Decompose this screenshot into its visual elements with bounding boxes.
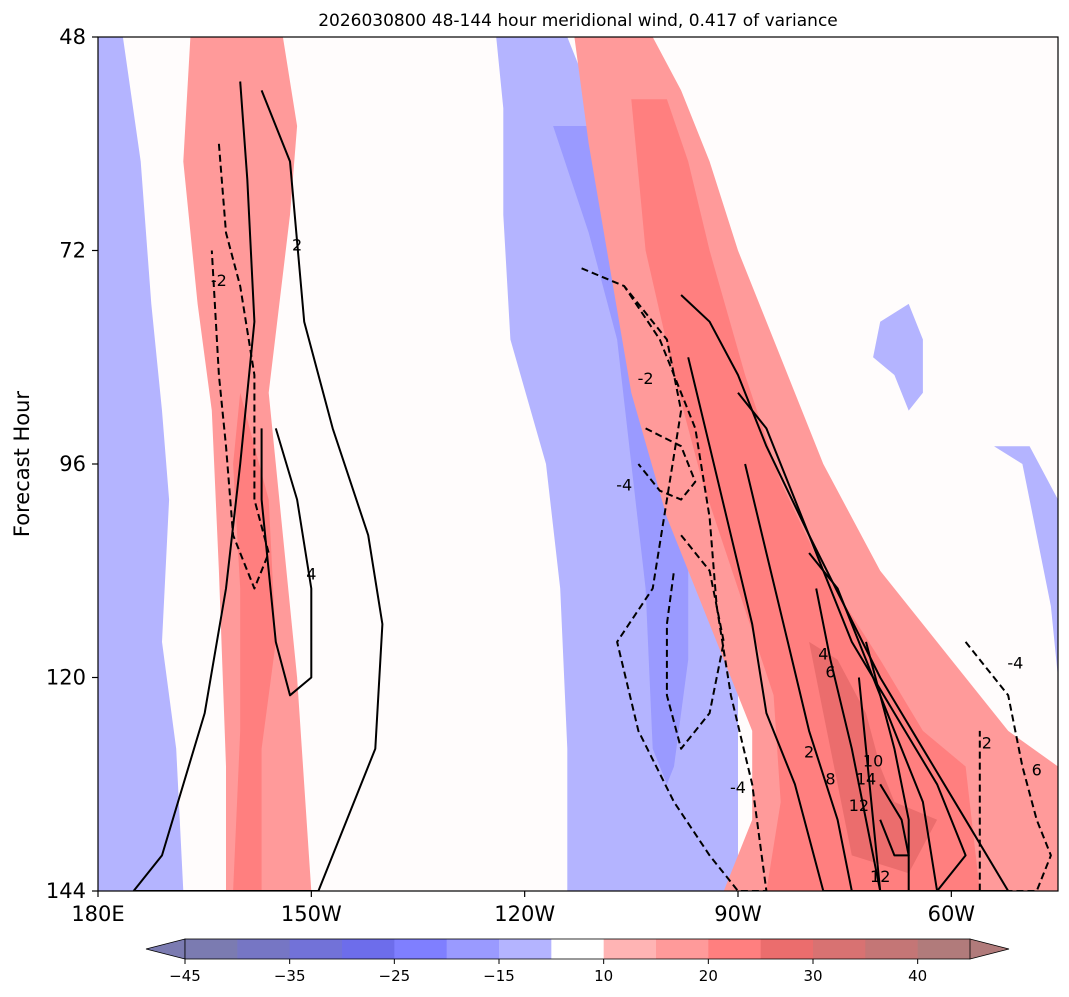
colorbar-swatch [342, 939, 395, 959]
contour-label-10: 14 [856, 769, 876, 788]
colorbar-swatch [760, 939, 814, 959]
y-tick-label: 144 [46, 879, 86, 903]
contour-line-2 [260, 428, 313, 697]
contour-label-13: 12 [870, 867, 890, 886]
y-tick-label: 96 [59, 452, 86, 476]
contour-label-7: 4 [818, 645, 828, 664]
colorbar-swatch [813, 939, 866, 959]
contour-line-4 [637, 427, 697, 501]
contour-line-3 [581, 267, 768, 891]
colorbar-swatch [289, 939, 343, 959]
colorbar-tick-label: −15 [483, 967, 515, 985]
colorbar-swatch [185, 939, 238, 959]
colorbar-swatch [394, 939, 448, 959]
y-tick-label: 72 [59, 239, 86, 263]
contour-label-16: 6 [1032, 760, 1042, 779]
contour-line-1 [132, 81, 384, 891]
colorbar-tick-label: 40 [908, 967, 927, 985]
contour-label-12: 10 [863, 751, 883, 770]
colorbar-swatch [446, 939, 500, 959]
colorbar-swatch [551, 939, 605, 959]
colorbar-tick-label: −35 [274, 967, 306, 985]
contour-label-2: 4 [306, 565, 316, 584]
contour-label-14: 2 [982, 734, 992, 753]
contour-line-10 [879, 783, 910, 857]
contour-lines [132, 81, 1052, 891]
contour-label-0: 2 [292, 236, 302, 255]
contour-label-4: -4 [616, 476, 632, 495]
contour-label-9: 8 [825, 769, 835, 788]
filled-bands [98, 37, 1058, 891]
contour-label-15: -4 [1007, 654, 1023, 673]
colorbar-tick-label: 10 [594, 967, 613, 985]
colorbar-swatch [603, 939, 657, 959]
colorbar-swatch [865, 939, 919, 959]
contour-line-7 [737, 392, 967, 891]
contour-label-3: -2 [638, 369, 654, 388]
contour-label-6: 2 [804, 743, 814, 762]
x-tick-label: 120W [494, 902, 555, 926]
x-tick-label: 90W [714, 902, 762, 926]
fill-band-pos-band-east-inner [809, 641, 938, 874]
contour-label-11: 12 [849, 796, 869, 815]
fill-band-neg-band-west-b [98, 535, 141, 891]
contour-line-5 [665, 534, 725, 750]
fill-band-neg-band-mid-core [553, 126, 689, 785]
contour-label-5: -4 [730, 778, 746, 797]
colorbar: −45 −35 −25 −15 10 20 30 40 [145, 938, 1010, 985]
contour-line-11 [964, 641, 1052, 891]
x-tick-label: 60W [928, 902, 976, 926]
colorbar-tick-label: 20 [699, 967, 718, 985]
fill-band-neg-patch-ne [873, 303, 923, 411]
contour-line-0 [210, 143, 270, 590]
x-tick-label: 150W [281, 902, 342, 926]
colorbar-swatch [708, 939, 762, 959]
contour-line-9 [857, 641, 910, 891]
y-tick-label: 120 [46, 666, 86, 690]
contour-label-1: -2 [211, 271, 227, 290]
colorbar-swatch [499, 939, 552, 959]
contour-line-6 [680, 294, 1010, 891]
x-tick-label: 180E [71, 902, 124, 926]
colorbar-extend-min [145, 938, 186, 960]
colorbar-swatch [917, 939, 971, 959]
x-axis-ticks: 180E 150W 120W 90W 60W [71, 891, 975, 926]
fill-band-pos-band-east-core [631, 99, 980, 891]
colorbar-frame [184, 938, 971, 960]
fill-band-pos-band-west-core [233, 392, 276, 891]
colorbar-swatch [237, 939, 291, 959]
y-axis-label: Forecast Hour [10, 391, 34, 537]
contour-line-8 [808, 552, 939, 891]
colorbar-tick-label: 30 [803, 967, 822, 985]
chart-title: 2026030800 48-144 hour meridional wind, … [318, 11, 838, 31]
colorbar-swatch [656, 939, 709, 959]
colorbar-extend-max [969, 938, 1010, 960]
colorbar-tick-label: −45 [169, 967, 201, 985]
contour-label-8: 6 [825, 663, 835, 682]
fill-band-neg-patch-east [994, 446, 1058, 678]
y-tick-label: 48 [59, 25, 86, 49]
colorbar-tick-label: −25 [379, 967, 411, 985]
y-axis-ticks: 48 72 96 120 144 [46, 25, 98, 903]
